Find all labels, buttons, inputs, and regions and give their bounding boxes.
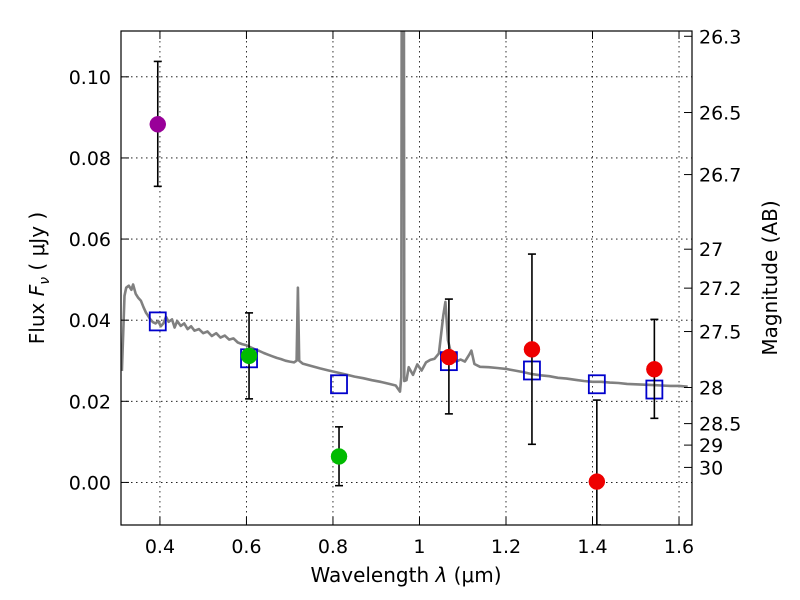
magnitude-tick-label: 30 — [699, 457, 723, 479]
magnitude-tick-label: 26.3 — [699, 26, 741, 48]
magnitude-axis-label: Magnitude (AB) — [758, 200, 782, 355]
magnitude-tick-label: 27.2 — [699, 278, 741, 300]
x-tick-label: 1.2 — [491, 536, 521, 558]
magnitude-tick-label: 28 — [699, 378, 723, 400]
y-tick-label: 0.04 — [69, 310, 111, 332]
x-tick-label: 0.6 — [231, 536, 261, 558]
x-tick-label: 0.4 — [145, 536, 175, 558]
observed-point — [149, 116, 167, 133]
sed-model-line — [121, 31, 688, 393]
magnitude-tick-label: 28.5 — [699, 414, 741, 436]
y-tick-label: 0.06 — [69, 229, 111, 251]
observed-point — [440, 348, 458, 366]
x-tick-label: 1.6 — [664, 536, 694, 558]
plot-area — [121, 31, 688, 525]
y-tick-label: 0.00 — [69, 472, 111, 494]
x-tick-label: 0.8 — [318, 536, 348, 558]
series-layer — [121, 31, 688, 525]
magnitude-tick-label: 29 — [699, 435, 723, 457]
axis-ticks: 0.4 0.6 0.8 1 1.2 1.4 1.6 0.00 0.02 0.04 0.06 0.08 0… — [69, 26, 742, 558]
y-tick-label: 0.02 — [69, 391, 111, 413]
observed-point — [330, 448, 348, 465]
observed-point — [646, 361, 663, 378]
grid-lines — [121, 31, 692, 525]
magnitude-tick-label: 26.7 — [699, 165, 741, 187]
magnitude-tick-label: 27 — [699, 239, 723, 261]
y-tick-label: 0.08 — [69, 148, 111, 170]
observed-point — [240, 347, 258, 365]
observed-point — [588, 473, 606, 490]
x-tick-label: 1 — [413, 536, 425, 558]
magnitude-tick-label: 27.5 — [699, 322, 741, 344]
magnitude-tick-label: 26.5 — [699, 103, 741, 125]
y-tick-label: 0.10 — [69, 67, 111, 89]
x-tick-label: 1.4 — [577, 536, 607, 558]
plot-frame — [120, 30, 693, 526]
model-photometry-square — [330, 374, 348, 395]
observed-point — [523, 341, 541, 358]
x-axis-label: Wavelength λ (μm) — [310, 563, 501, 587]
y-axis-label: Flux Fν ( μJy ) — [25, 212, 53, 344]
model-photometry-square — [587, 374, 606, 395]
model-photometry-square — [148, 311, 167, 332]
